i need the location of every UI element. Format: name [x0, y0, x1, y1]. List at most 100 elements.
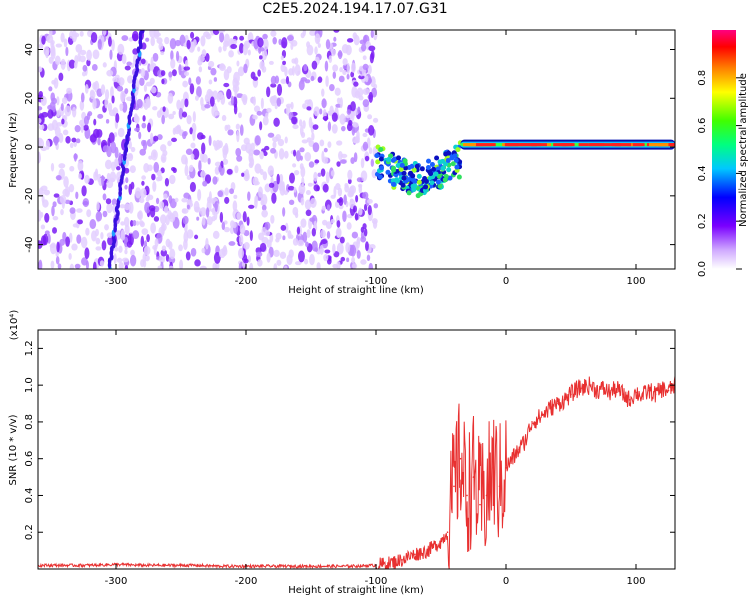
noise-blob	[309, 217, 315, 222]
noise-blob	[272, 141, 277, 149]
noise-blob	[236, 155, 243, 162]
snr-point	[440, 540, 442, 543]
noise-blob	[269, 96, 276, 104]
noise-blob	[325, 39, 331, 50]
noise-blob	[126, 75, 134, 84]
noise-blob	[89, 218, 97, 230]
noise-blob	[358, 207, 363, 216]
noise-blob	[168, 241, 173, 250]
noise-blob	[54, 126, 61, 137]
noise-blob	[143, 245, 151, 256]
noise-blob	[50, 260, 55, 269]
noise-blob	[198, 160, 202, 172]
noise-blob	[176, 99, 182, 110]
transition-blob	[455, 147, 461, 153]
noise-blob	[301, 139, 309, 144]
noise-blob	[317, 172, 322, 177]
noise-blob	[208, 79, 213, 85]
noise-blob	[186, 114, 192, 125]
noise-blob	[277, 138, 285, 147]
noise-blob	[38, 106, 43, 111]
snr-xtick-label: -100	[365, 576, 388, 587]
noise-blob	[201, 49, 207, 58]
noise-blob	[111, 198, 118, 206]
transition-blob	[375, 159, 381, 165]
noise-blob	[356, 250, 361, 259]
carrier-peak	[622, 143, 643, 147]
noise-blob	[345, 44, 352, 56]
transition-blob	[433, 171, 439, 177]
noise-blob	[305, 241, 309, 248]
noise-blob	[270, 214, 275, 224]
noise-blob	[357, 106, 361, 114]
noise-blob	[348, 186, 355, 197]
noise-blob	[262, 33, 268, 40]
noise-blob	[151, 173, 156, 181]
noise-blob	[307, 182, 313, 187]
noise-blob	[239, 224, 246, 235]
transition-blob	[408, 170, 414, 176]
noise-blob	[121, 257, 129, 263]
carrier-peak	[544, 143, 552, 147]
noise-blob	[169, 248, 176, 260]
noise-blob	[336, 161, 341, 167]
noise-blob	[200, 170, 206, 177]
transition-blob	[422, 188, 428, 194]
noise-blob	[102, 193, 107, 201]
noise-blob	[121, 35, 129, 41]
noise-blob	[77, 219, 83, 225]
noise-blob	[212, 230, 220, 239]
noise-blob	[58, 163, 66, 169]
snr-point	[505, 467, 507, 469]
noise-blob	[344, 184, 350, 193]
noise-blob	[97, 38, 102, 50]
snr-point	[459, 457, 462, 460]
noise-blob	[356, 87, 364, 98]
noise-blob	[336, 97, 341, 104]
carrier-peak	[520, 143, 537, 147]
noise-blob	[79, 55, 86, 63]
transition-blob	[419, 166, 425, 172]
noise-blob	[338, 150, 343, 161]
noise-blob	[116, 166, 121, 171]
noise-blob	[145, 196, 150, 202]
transition-blob	[401, 175, 407, 181]
noise-blob	[72, 223, 79, 228]
noise-blob	[311, 132, 315, 141]
noise-blob	[100, 232, 104, 240]
noise-blob	[56, 122, 63, 127]
noise-blob	[106, 232, 114, 238]
transition-blob	[409, 163, 415, 169]
noise-blob	[160, 249, 168, 257]
noise-blob	[129, 254, 137, 267]
noise-blob	[38, 151, 41, 163]
noise-blob	[346, 38, 354, 43]
noise-blob	[47, 233, 51, 244]
spectrogram-ytick-label: -40	[24, 236, 35, 252]
noise-blob	[336, 140, 343, 146]
noise-blob	[152, 106, 158, 111]
noise-blob	[319, 108, 323, 115]
noise-blob	[220, 94, 226, 105]
noise-blob	[319, 229, 326, 239]
noise-blob	[353, 34, 360, 46]
noise-blob	[310, 75, 315, 82]
noise-blob	[260, 200, 265, 206]
noise-blob	[171, 137, 177, 143]
noise-blob	[192, 129, 196, 141]
noise-blob	[102, 30, 107, 36]
noise-blob	[197, 188, 202, 201]
noise-blob	[126, 61, 132, 66]
noise-blob	[346, 222, 352, 230]
noise-blob	[268, 60, 274, 65]
noise-blob	[60, 103, 64, 111]
noise-blob	[212, 262, 218, 269]
noise-blob	[342, 64, 347, 70]
noise-blob	[242, 211, 247, 223]
noise-blob	[261, 48, 268, 61]
snr-ytick-label: 1.2	[24, 340, 35, 356]
noise-blob	[257, 47, 265, 52]
noise-blob	[320, 239, 328, 245]
noise-blob	[235, 147, 242, 157]
